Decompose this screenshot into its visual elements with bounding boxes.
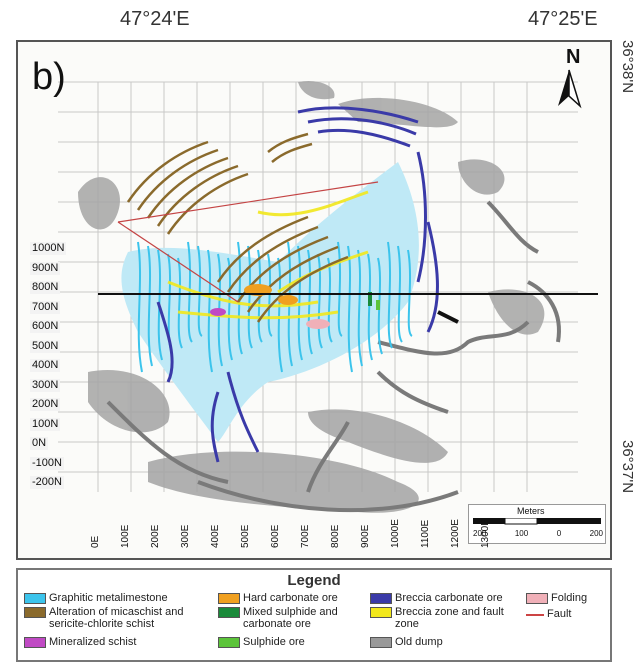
easting-label: 500E xyxy=(240,524,251,548)
scale-ticks: 200 100 0 200 xyxy=(473,529,603,538)
old-dump-outlines xyxy=(106,200,561,513)
legend-label: Sulphide ore xyxy=(243,636,305,648)
fault-lines xyxy=(117,181,379,303)
legend-label: Mineralized schist xyxy=(49,636,137,648)
legend-label: Old dump xyxy=(395,636,443,648)
legend-swatch xyxy=(218,593,240,604)
easting-label: 1200E xyxy=(450,519,461,548)
legend-item-fault: Fault xyxy=(526,608,610,620)
northing-label: 100N xyxy=(30,417,61,431)
easting-label: 700E xyxy=(300,524,311,548)
easting-label: 400E xyxy=(210,524,221,548)
longitude-label-right: 47°25'E xyxy=(528,8,598,30)
scale-tick: 200 xyxy=(473,529,487,538)
legend-item-breccia-carbonate-ore: Breccia carbonate ore xyxy=(370,592,520,604)
northing-label: -200N xyxy=(30,476,64,489)
northing-label: 900N xyxy=(30,261,61,275)
legend-item-hard-carbonate-ore: Hard carbonate ore xyxy=(218,592,368,604)
easting-label: 200E xyxy=(150,524,161,548)
ore-bodies xyxy=(210,284,380,329)
northing-label: 500N xyxy=(30,339,61,353)
legend-label: Hard carbonate ore xyxy=(243,592,338,604)
legend-swatch xyxy=(24,607,46,618)
legend-title: Legend xyxy=(287,572,341,589)
easting-label: 1000E xyxy=(390,519,401,548)
northing-label: 300N xyxy=(30,378,61,392)
scale-tick: 0 xyxy=(556,529,562,538)
northing-label: -100N xyxy=(30,456,64,470)
legend-label: Breccia zone and fault zone xyxy=(395,606,504,630)
northing-label: 1000N xyxy=(30,242,67,255)
north-arrow-icon xyxy=(558,69,582,109)
scale-segments xyxy=(473,518,601,525)
legend: Legend Graphitic metalimestone Alteratio… xyxy=(16,568,612,662)
easting-label: 900E xyxy=(360,524,371,548)
easting-label: 600E xyxy=(270,524,281,548)
latitude-label-bottom: 36°37'N xyxy=(619,440,636,494)
northing-label: 400N xyxy=(30,359,61,372)
alteration-hatches xyxy=(126,132,349,323)
legend-item-breccia-zone: Breccia zone and fault zone xyxy=(370,606,520,630)
easting-label: 0E xyxy=(90,535,101,548)
legend-item-mineralized-schist: Mineralized schist xyxy=(24,636,214,648)
legend-item-alteration: Alteration of micaschist and sericite-ch… xyxy=(24,606,214,630)
legend-swatch xyxy=(24,637,46,648)
legend-swatch xyxy=(218,637,240,648)
legend-label: Fault xyxy=(547,608,572,620)
northing-label: 0N xyxy=(30,437,49,450)
legend-item-folding: Folding xyxy=(526,592,610,604)
northing-label: 800N xyxy=(30,281,61,294)
scale-tick: 200 xyxy=(589,529,603,538)
scale-title: Meters xyxy=(517,506,545,516)
structure-marker xyxy=(437,310,459,324)
panel-label: b) xyxy=(32,56,66,98)
latitude-label-top: 36°38'N xyxy=(619,40,636,94)
legend-swatch xyxy=(218,607,240,618)
easting-label: 800E xyxy=(330,524,341,548)
legend-label: Breccia carbonate ore xyxy=(395,592,503,604)
easting-label: 100E xyxy=(120,524,131,548)
easting-label: 1300E xyxy=(480,519,491,548)
legend-swatch xyxy=(370,593,392,604)
legend-swatch xyxy=(370,637,392,648)
geological-map: b) N Meters 200 100 0 200 1000N 900N 800N 7… xyxy=(16,40,612,560)
northing-label: 200N xyxy=(30,398,61,411)
legend-item-mixed-sulphide: Mixed sulphide and carbonate ore xyxy=(218,606,368,630)
legend-swatch xyxy=(370,607,392,618)
legend-label: Folding xyxy=(551,592,588,604)
map-drawing xyxy=(58,80,598,513)
north-letter: N xyxy=(566,46,581,68)
northing-label: 600N xyxy=(30,320,61,333)
breccia-carbonate-ore xyxy=(156,106,439,463)
legend-label: Alteration of micaschist and sericite-ch… xyxy=(49,606,184,630)
legend-line-swatch xyxy=(526,614,544,616)
easting-label: 1100E xyxy=(420,519,431,548)
old-dump-areas xyxy=(78,80,545,513)
legend-item-graphitic-metalimestone: Graphitic metalimestone xyxy=(24,592,214,604)
northing-label: 700N xyxy=(30,300,61,314)
easting-label: 300E xyxy=(180,524,191,548)
legend-item-sulphide-ore: Sulphide ore xyxy=(218,636,368,648)
legend-item-old-dump: Old dump xyxy=(370,636,520,648)
legend-swatch xyxy=(24,593,46,604)
legend-label: Mixed sulphide and carbonate ore xyxy=(243,606,338,630)
legend-label: Graphitic metalimestone xyxy=(49,592,168,604)
scale-tick: 100 xyxy=(514,529,529,538)
longitude-label-left: 47°24'E xyxy=(120,8,190,30)
legend-swatch xyxy=(526,593,548,604)
scale-bar: Meters 200 100 0 200 xyxy=(468,504,606,544)
